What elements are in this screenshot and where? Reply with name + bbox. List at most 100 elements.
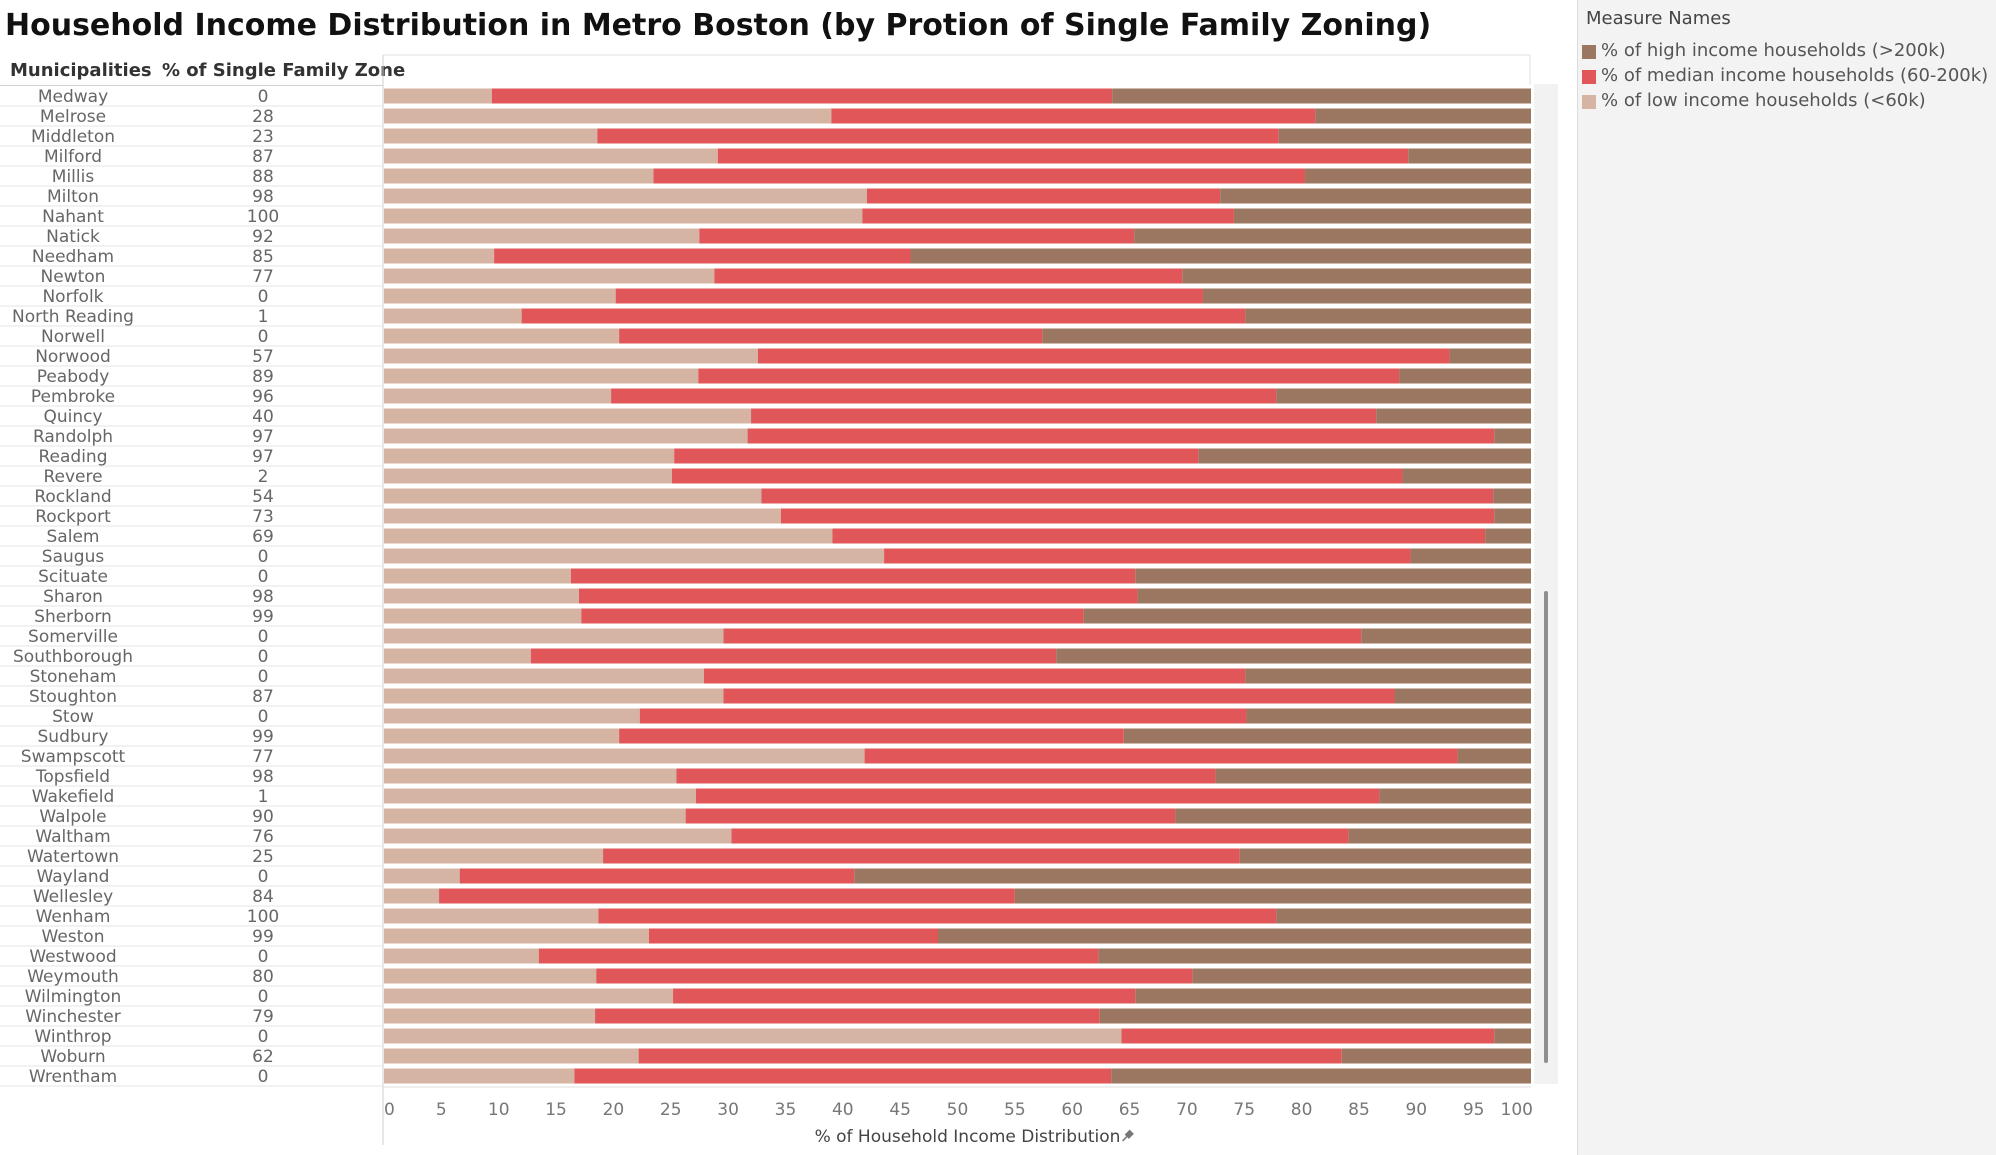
bar-median-income (639, 708, 1247, 724)
bar-low-income (384, 588, 579, 604)
bar-median-income (595, 1008, 1100, 1024)
pct-single-family-value: 69 (252, 527, 274, 547)
bar-low-income (384, 208, 863, 224)
pct-single-family-value: 85 (252, 247, 274, 267)
bar-median-income (619, 328, 1043, 344)
bar-median-income (494, 248, 911, 264)
bar-low-income (384, 228, 700, 244)
bar-high-income (938, 928, 1531, 944)
bar-low-income (384, 188, 867, 204)
municipality-label: Medway (38, 87, 108, 107)
municipality-label: Needham (32, 247, 114, 267)
municipality-label: Waltham (35, 827, 110, 847)
legend-title: Measure Names (1586, 8, 1731, 29)
x-tick-label: 80 (1291, 1100, 1313, 1120)
bar-median-income (704, 668, 1246, 684)
municipality-label: Swampscott (21, 747, 126, 767)
pct-single-family-value: 54 (252, 487, 274, 507)
legend-item[interactable]: % of low income households (<60k) (1582, 90, 1982, 114)
municipality-label: Wrentham (29, 1067, 117, 1087)
legend-item[interactable]: % of median income households (60-200k) (1582, 65, 1988, 89)
municipality-label: Stoughton (29, 687, 117, 707)
bar-high-income (1457, 748, 1531, 764)
bar-low-income (384, 348, 758, 364)
bar-low-income (384, 748, 865, 764)
bar-low-income (384, 88, 492, 104)
bar-high-income (1245, 308, 1531, 324)
municipality-label: Middleton (31, 127, 115, 147)
legend-swatch (1582, 70, 1596, 84)
municipality-label: Westwood (29, 947, 116, 967)
scrollbar-thumb[interactable] (1544, 591, 1548, 1063)
bar-high-income (1098, 948, 1531, 964)
bar-median-income (695, 788, 1380, 804)
bar-median-income (731, 828, 1349, 844)
municipality-label: Stoneham (30, 667, 117, 687)
bar-low-income (384, 488, 762, 504)
bar-high-income (910, 248, 1531, 264)
bar-median-income (638, 1048, 1342, 1064)
x-tick-label: 20 (603, 1100, 625, 1120)
municipality-label: Weston (42, 927, 105, 947)
municipality-label: Topsfield (35, 767, 110, 787)
header-divider (0, 85, 383, 86)
bar-high-income (1134, 228, 1531, 244)
bar-high-income (1408, 148, 1531, 164)
bar-low-income (384, 948, 539, 964)
pct-single-family-value: 40 (252, 407, 274, 427)
bar-high-income (1182, 268, 1531, 284)
bar-median-income (578, 588, 1138, 604)
bar-high-income (1014, 888, 1531, 904)
bar-high-income (1361, 628, 1531, 644)
legend-item[interactable]: % of high income households (>200k) (1582, 40, 1982, 64)
bar-median-income (866, 188, 1221, 204)
bar-high-income (1112, 88, 1531, 104)
bar-high-income (1341, 1048, 1531, 1064)
bar-high-income (1276, 908, 1531, 924)
scrollbar[interactable] (1534, 84, 1558, 1084)
bar-high-income (1376, 408, 1531, 424)
pct-single-family-value: 1 (258, 307, 269, 327)
bar-median-income (723, 688, 1395, 704)
bar-high-income (1402, 468, 1531, 484)
bar-median-income (780, 508, 1495, 524)
pct-single-family-value: 92 (252, 227, 274, 247)
municipality-label: Wakefield (32, 787, 115, 807)
pct-single-family-value: 76 (252, 827, 274, 847)
bar-median-income (619, 728, 1124, 744)
bar-median-income (673, 988, 1136, 1004)
pct-single-family-value: 23 (252, 127, 274, 147)
bar-median-income (864, 748, 1458, 764)
x-tick-label: 30 (717, 1100, 739, 1120)
legend-label: % of low income households (<60k) (1601, 90, 1926, 111)
municipality-label: Rockport (35, 507, 111, 527)
bar-median-income (676, 768, 1216, 784)
column-header-pct-single-family-zone: % of Single Family Zone (162, 60, 406, 81)
municipality-label: Sudbury (38, 727, 109, 747)
pct-single-family-value: 98 (252, 767, 274, 787)
bar-low-income (384, 768, 677, 784)
pin-icon (1122, 1129, 1134, 1142)
bar-median-income (751, 408, 1377, 424)
bar-low-income (384, 728, 620, 744)
bar-low-income (384, 608, 582, 624)
bar-low-income (384, 268, 715, 284)
municipality-label: Wilmington (25, 987, 122, 1007)
pct-single-family-value: 79 (252, 1007, 274, 1027)
municipality-label: Sharon (43, 587, 103, 607)
bar-high-income (1192, 968, 1531, 984)
x-tick-label: 95 (1463, 1100, 1485, 1120)
municipality-label: Walpole (39, 807, 106, 827)
bar-high-income (1494, 508, 1531, 524)
bar-low-income (384, 168, 654, 184)
bar-low-income (384, 408, 752, 424)
bar-median-income (530, 648, 1057, 664)
bar-low-income (384, 428, 748, 444)
bar-low-income (384, 548, 885, 564)
pct-single-family-value: 0 (258, 627, 269, 647)
bar-high-income (1233, 208, 1531, 224)
pct-single-family-value: 0 (258, 867, 269, 887)
municipality-label: Salem (47, 527, 100, 547)
pct-single-family-value: 77 (252, 747, 274, 767)
bar-low-income (384, 1028, 1122, 1044)
